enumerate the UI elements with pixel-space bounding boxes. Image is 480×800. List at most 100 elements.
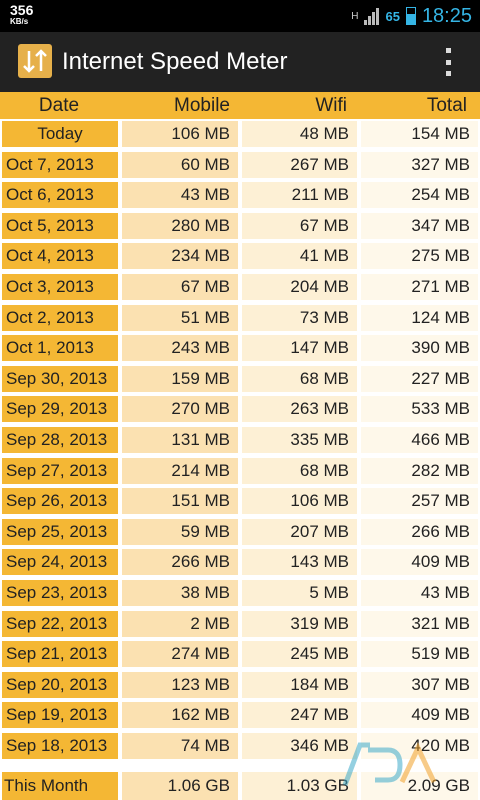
cell-total: 390 MB: [361, 335, 478, 362]
cell-date: Oct 7, 2013: [2, 151, 118, 178]
up-down-arrows-icon[interactable]: [18, 44, 52, 78]
table-row[interactable]: Sep 25, 2013 59 MB 207 MB 266 MB: [0, 517, 480, 548]
cell-total: 266 MB: [361, 518, 478, 545]
cell-date: Sep 27, 2013: [2, 457, 118, 484]
cell-wifi: 184 MB: [242, 671, 357, 698]
cell-mobile: 280 MB: [122, 212, 238, 239]
status-bar: 356 KB/s H 65 18:25: [0, 0, 480, 32]
cell-date: Sep 21, 2013: [2, 641, 118, 668]
cell-total: 43 MB: [361, 580, 478, 606]
cell-total: 409 MB: [361, 549, 478, 576]
table-row[interactable]: Today 106 MB 48 MB 154 MB: [0, 119, 480, 150]
cell-wifi: 204 MB: [242, 274, 357, 300]
header-mobile: Mobile: [174, 95, 230, 116]
table-row[interactable]: Sep 21, 2013 274 MB 245 MB 519 MB: [0, 639, 480, 670]
cell-mobile: 274 MB: [122, 641, 238, 668]
header-total: Total: [426, 95, 467, 116]
cell-mobile: 151 MB: [122, 488, 238, 515]
table-row[interactable]: Oct 7, 2013 60 MB 267 MB 327 MB: [0, 150, 480, 181]
cell-date: Oct 4, 2013: [2, 243, 118, 270]
table-row[interactable]: Oct 2, 2013 51 MB 73 MB 124 MB: [0, 303, 480, 334]
table-row[interactable]: Oct 5, 2013 280 MB 67 MB 347 MB: [0, 211, 480, 242]
table-row[interactable]: Sep 20, 2013 123 MB 184 MB 307 MB: [0, 670, 480, 701]
cell-date: Sep 30, 2013: [2, 365, 118, 392]
cell-mobile: 106 MB: [122, 121, 238, 147]
cell-total: 533 MB: [361, 396, 478, 423]
cell-date: Today: [2, 121, 118, 147]
cell-mobile: 60 MB: [122, 151, 238, 178]
table-row[interactable]: Sep 22, 2013 2 MB 319 MB 321 MB: [0, 609, 480, 640]
cell-total: 257 MB: [361, 488, 478, 515]
table-row[interactable]: Sep 30, 2013 159 MB 68 MB 227 MB: [0, 364, 480, 395]
cell-mobile: 214 MB: [122, 457, 238, 484]
table-row[interactable]: Sep 24, 2013 266 MB 143 MB 409 MB: [0, 547, 480, 578]
cell-mobile: 59 MB: [122, 518, 238, 545]
header-wifi: Wifi: [315, 95, 347, 116]
cell-total: 466 MB: [361, 427, 478, 453]
cell-mobile: 243 MB: [122, 335, 238, 362]
speed-value: 356: [10, 2, 34, 18]
cell-date: Sep 20, 2013: [2, 671, 118, 698]
table-row[interactable]: Oct 6, 2013 43 MB 211 MB 254 MB: [0, 180, 480, 211]
cell-date: Sep 23, 2013: [2, 580, 118, 606]
cell-wifi: 335 MB: [242, 427, 357, 453]
network-type: H: [351, 10, 359, 22]
table-row[interactable]: Sep 18, 2013 74 MB 346 MB 420 MB: [0, 731, 480, 762]
table-row[interactable]: Sep 23, 2013 38 MB 5 MB 43 MB: [0, 578, 480, 609]
cell-wifi: 41 MB: [242, 243, 357, 270]
cell-date: Sep 24, 2013: [2, 549, 118, 576]
cell-mobile: 74 MB: [122, 733, 238, 759]
cell-total: 420 MB: [361, 733, 478, 759]
cell-date: Sep 18, 2013: [2, 733, 118, 759]
table-header: Date Mobile Wifi Total: [0, 92, 480, 119]
cell-mobile: 131 MB: [122, 427, 238, 453]
cell-wifi: 73 MB: [242, 304, 357, 331]
footer-total: 2.09 GB: [361, 772, 478, 800]
battery-icon: [405, 7, 416, 25]
table-row[interactable]: Oct 3, 2013 67 MB 204 MB 271 MB: [0, 272, 480, 303]
cell-mobile: 43 MB: [122, 182, 238, 209]
cell-wifi: 147 MB: [242, 335, 357, 362]
cell-mobile: 270 MB: [122, 396, 238, 423]
cell-wifi: 245 MB: [242, 641, 357, 668]
usage-table[interactable]: Today 106 MB 48 MB 154 MB Oct 7, 2013 60 MB 26…: [0, 119, 480, 772]
footer-mobile: 1.06 GB: [122, 772, 238, 800]
cell-wifi: 68 MB: [242, 457, 357, 484]
table-row[interactable]: Sep 28, 2013 131 MB 335 MB 466 MB: [0, 425, 480, 456]
cell-wifi: 5 MB: [242, 580, 357, 606]
table-row[interactable]: Sep 19, 2013 162 MB 247 MB 409 MB: [0, 700, 480, 731]
footer-label: This Month: [2, 772, 118, 800]
app-title: Internet Speed Meter: [62, 48, 288, 75]
cell-total: 275 MB: [361, 243, 478, 270]
header-date: Date: [38, 95, 80, 116]
cell-total: 519 MB: [361, 641, 478, 668]
status-icons: H 65 18:25: [351, 0, 472, 32]
cell-wifi: 106 MB: [242, 488, 357, 515]
cell-total: 409 MB: [361, 702, 478, 729]
cell-date: Sep 19, 2013: [2, 702, 118, 729]
cell-total: 254 MB: [361, 182, 478, 209]
signal-icon: [364, 7, 380, 25]
cell-mobile: 2 MB: [122, 610, 238, 637]
cell-mobile: 162 MB: [122, 702, 238, 729]
table-row[interactable]: Sep 26, 2013 151 MB 106 MB 257 MB: [0, 486, 480, 517]
cell-mobile: 266 MB: [122, 549, 238, 576]
table-row[interactable]: Sep 29, 2013 270 MB 263 MB 533 MB: [0, 394, 480, 425]
cell-date: Oct 2, 2013: [2, 304, 118, 331]
action-bar: Internet Speed Meter: [0, 32, 480, 92]
cell-mobile: 38 MB: [122, 580, 238, 606]
cell-date: Sep 26, 2013: [2, 488, 118, 515]
footer-wifi: 1.03 GB: [242, 772, 357, 800]
cell-total: 321 MB: [361, 610, 478, 637]
table-row[interactable]: Oct 4, 2013 234 MB 41 MB 275 MB: [0, 241, 480, 272]
cell-mobile: 234 MB: [122, 243, 238, 270]
table-row[interactable]: Sep 27, 2013 214 MB 68 MB 282 MB: [0, 456, 480, 487]
cell-wifi: 68 MB: [242, 365, 357, 392]
table-row[interactable]: Oct 1, 2013 243 MB 147 MB 390 MB: [0, 333, 480, 364]
cell-mobile: 67 MB: [122, 274, 238, 300]
cell-wifi: 207 MB: [242, 518, 357, 545]
cell-total: 124 MB: [361, 304, 478, 331]
cell-date: Oct 3, 2013: [2, 274, 118, 300]
overflow-menu-icon[interactable]: [444, 48, 452, 76]
cell-wifi: 346 MB: [242, 733, 357, 759]
